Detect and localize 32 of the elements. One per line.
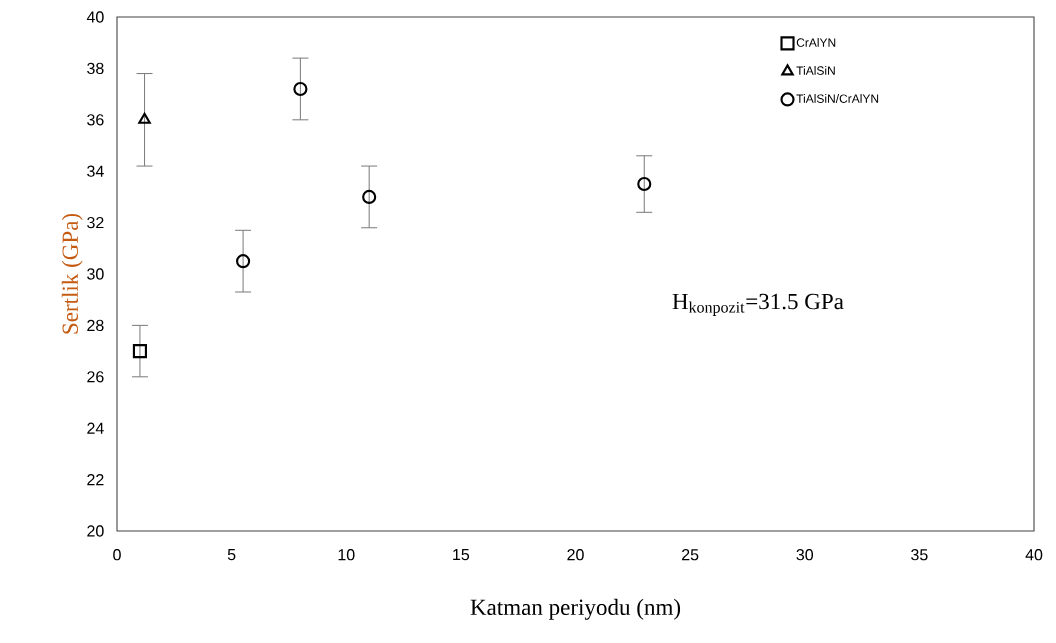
y-tick-label: 28 xyxy=(87,319,104,332)
point xyxy=(293,81,308,97)
y-tick-label: 36 xyxy=(87,114,104,126)
y-axis-title: Sertlik (GPa) xyxy=(61,213,83,334)
y-tick-label: 34 xyxy=(87,165,104,177)
y-tick-label: 40 xyxy=(86,11,104,23)
x-tick-label: 5 xyxy=(227,549,236,561)
y-tick-label: 22 xyxy=(87,474,104,486)
x-tick-label: 10 xyxy=(338,549,355,561)
x-axis-title: Katman periyodu (nm) xyxy=(470,598,681,620)
legend-label: TiAlSiN xyxy=(796,66,835,75)
y-tick-label: 24 xyxy=(87,422,104,434)
y-tick-label: 26 xyxy=(87,371,104,383)
point xyxy=(236,254,251,269)
x-tick-label: 0 xyxy=(113,549,121,561)
x-tick-label: 20 xyxy=(567,549,584,561)
point xyxy=(362,189,377,204)
x-tick-label: 35 xyxy=(911,549,928,561)
y-tick-label: 20 xyxy=(87,525,104,537)
x-tick-label: 30 xyxy=(796,549,814,561)
y-tick-label: 38 xyxy=(87,62,104,75)
x-tick-label: 15 xyxy=(453,549,470,561)
legend-label: TiAlSiN/CrAlYN xyxy=(796,94,879,103)
x-tick-label: 40 xyxy=(1025,549,1043,561)
point xyxy=(138,112,151,124)
y-tick-label: 30 xyxy=(87,268,104,280)
annotation: H$_{konpozit}$=31.5 GPa xyxy=(672,293,844,316)
y-tick-label: 32 xyxy=(87,216,104,229)
legend-label: CrAlYN xyxy=(796,38,836,47)
point xyxy=(132,344,147,359)
x-tick-label: 25 xyxy=(682,549,699,561)
point xyxy=(637,176,652,192)
